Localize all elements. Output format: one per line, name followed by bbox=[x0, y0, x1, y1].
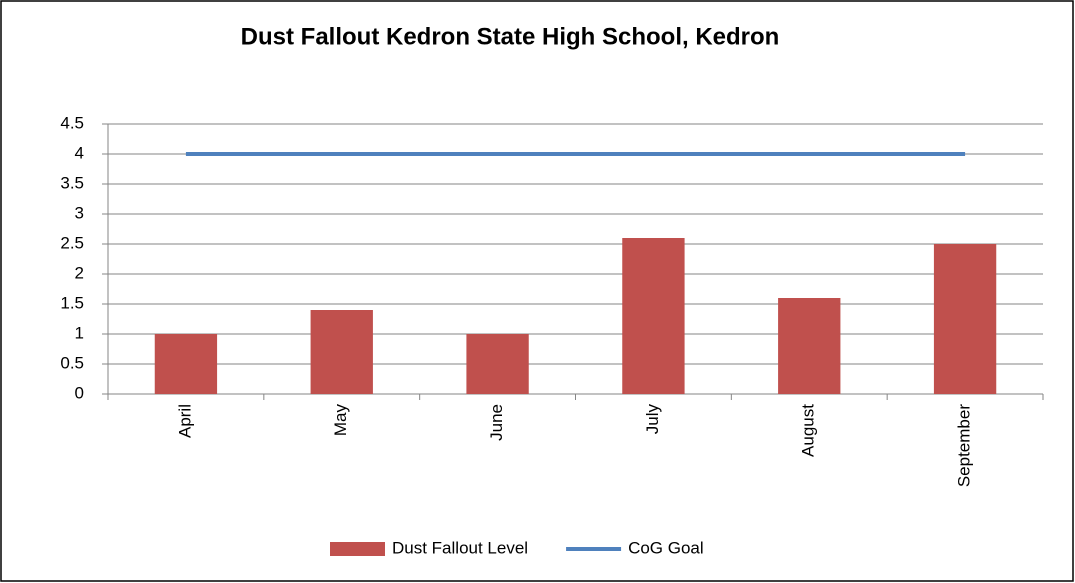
bar bbox=[154, 334, 218, 394]
legend-swatch bbox=[330, 542, 385, 556]
y-tick-label: 1 bbox=[75, 323, 84, 342]
x-tick-label: April bbox=[175, 404, 194, 438]
y-tick-label: 0 bbox=[75, 383, 84, 402]
x-tick-label: August bbox=[799, 404, 818, 457]
x-tick-label: July bbox=[643, 404, 662, 435]
chart-title: Dust Fallout Kedron State High School, K… bbox=[241, 23, 780, 50]
y-tick-label: 2 bbox=[75, 263, 84, 282]
bar bbox=[310, 310, 373, 394]
legend-label: CoG Goal bbox=[628, 538, 704, 557]
y-tick-label: 3.5 bbox=[60, 173, 84, 192]
x-tick-label: May bbox=[331, 404, 350, 437]
y-tick-label: 4 bbox=[75, 143, 84, 162]
bar bbox=[933, 244, 997, 394]
y-tick-label: 2.5 bbox=[60, 233, 84, 252]
legend-label: Dust Fallout Level bbox=[392, 538, 528, 557]
y-tick-label: 0.5 bbox=[60, 353, 84, 372]
bar bbox=[466, 334, 529, 394]
y-tick-label: 4.5 bbox=[60, 113, 84, 132]
y-tick-label: 1.5 bbox=[60, 293, 84, 312]
bar bbox=[622, 238, 685, 394]
y-tick-label: 3 bbox=[75, 203, 84, 222]
bar bbox=[778, 298, 841, 394]
x-tick-label: June bbox=[487, 404, 506, 441]
x-tick-label: September bbox=[955, 404, 974, 487]
